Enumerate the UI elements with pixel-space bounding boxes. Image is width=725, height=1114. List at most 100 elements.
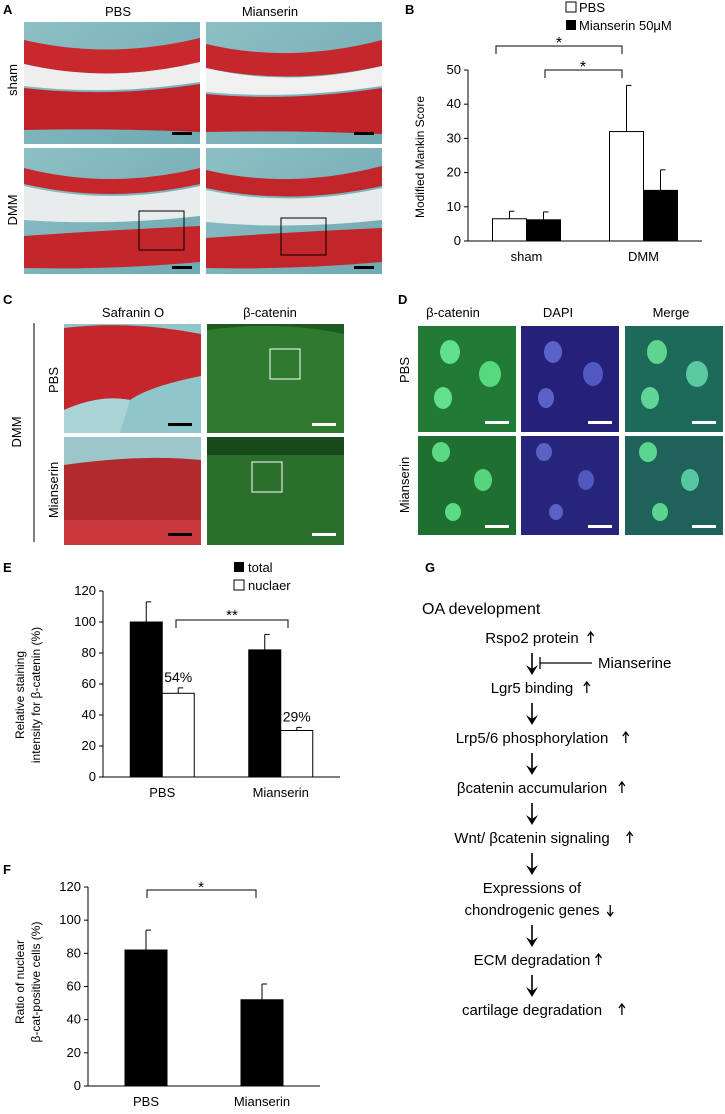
bar xyxy=(609,131,644,242)
panel-d-col-merge: Merge xyxy=(653,305,690,320)
sig-star-1: * xyxy=(556,35,562,52)
y-tick-label: 120 xyxy=(59,879,81,894)
sig-bracket-e xyxy=(175,619,289,628)
bar xyxy=(526,219,561,242)
flow-step-text: ECM degradation xyxy=(474,952,591,969)
bar xyxy=(129,621,163,778)
y-tick-label: 10 xyxy=(447,199,461,214)
y-tick-label: 0 xyxy=(74,1078,81,1093)
panel-d: D β-catenin DAPI Merge PBS Mianserin xyxy=(395,290,725,550)
panel-c: C Safranin O β-catenin DMM PBS Mianserin xyxy=(0,290,395,550)
x-tick-label: PBS xyxy=(133,1094,159,1109)
sig-bracket-1 xyxy=(495,45,623,54)
legend-label-mianserin: Mianserin 50μM xyxy=(579,18,672,33)
panel-e: E total nuclaer ** Relative staining int… xyxy=(0,558,400,813)
chart-b-ylabel: Modified Mankin Score xyxy=(413,96,427,218)
histology-image-sham-mianserin xyxy=(206,22,382,144)
flow-step-text: βcatenin accumularion xyxy=(457,780,607,797)
safranin-image-mianserin xyxy=(64,437,201,545)
flow-step-text: Expressions of xyxy=(483,880,582,897)
panel-d-row-pbs: PBS xyxy=(397,357,412,383)
flow-arrow-icon xyxy=(526,865,538,875)
panel-c-group-dmm: DMM xyxy=(9,416,24,447)
flow-arrow-icon xyxy=(526,937,538,947)
fluor-image-mianserin-dapi xyxy=(521,436,619,535)
y-tick-label: 20 xyxy=(82,738,96,753)
y-tick-label: 50 xyxy=(447,62,461,77)
bar-value-label: 54% xyxy=(164,669,192,685)
chart-f: F * Ratio of nuclear β-cat-positive cell… xyxy=(3,862,320,1109)
panel-c-row-mianserin: Mianserin xyxy=(46,462,61,518)
betacatenin-image-mianserin xyxy=(207,437,344,545)
y-tick-label: 80 xyxy=(67,945,81,960)
sig-bracket-f xyxy=(146,889,257,898)
bar xyxy=(124,949,168,1087)
bar xyxy=(240,999,284,1087)
bar-value-label: 29% xyxy=(283,708,311,724)
chart-f-ylabel-1: Ratio of nuclear xyxy=(13,940,27,1024)
y-tick-label: 0 xyxy=(454,233,461,248)
chart-b-plot: 0 10 20 30 40 50 sham DMM xyxy=(447,62,702,264)
fluor-image-mianserin-merge xyxy=(625,436,723,535)
flow-arrow-icon xyxy=(526,715,538,725)
flow-title: OA development xyxy=(422,601,541,618)
flow-step-text: Lgr5 binding xyxy=(491,680,574,697)
panel-c-col-betacatenin: β-catenin xyxy=(243,305,297,320)
up-arrow-icon xyxy=(594,952,603,965)
histology-image-dmm-pbs xyxy=(24,148,200,274)
y-tick-label: 40 xyxy=(447,96,461,111)
panel-a-figure: A PBS Mianserin sham DMM xyxy=(3,2,382,274)
chart-f-ylabel-2: β-cat-positive cells (%) xyxy=(29,922,43,1043)
sig-bracket-2 xyxy=(544,69,623,78)
fluor-image-pbs-merge xyxy=(625,326,723,432)
chart-e-ylabel-2: intensity for β-catenin (%) xyxy=(29,627,43,763)
y-tick-label: 40 xyxy=(67,1012,81,1027)
x-tick-label: DMM xyxy=(628,249,659,264)
fluor-image-pbs-dapi xyxy=(521,326,619,432)
panel-e-letter: E xyxy=(3,560,12,575)
panel-c-figure: C Safranin O β-catenin DMM PBS Mianserin xyxy=(3,292,344,545)
x-tick-label: sham xyxy=(511,249,543,264)
fluor-image-pbs-betacatenin xyxy=(418,326,516,432)
flow-arrow-icon xyxy=(526,987,538,997)
x-tick-label: Mianserin xyxy=(253,785,309,800)
up-arrow-icon xyxy=(587,630,595,643)
bar xyxy=(248,649,282,778)
y-tick-label: 0 xyxy=(89,769,96,784)
flowchart-g: G OA development Rspo2 protein Mianserine… xyxy=(422,560,671,1019)
flow-arrow-icon xyxy=(526,765,538,775)
sig-star-f: * xyxy=(198,879,204,896)
histology-image-dmm-mianserin xyxy=(206,148,382,274)
x-tick-label: Mianserin xyxy=(234,1094,290,1109)
sig-star-e: ** xyxy=(226,607,238,624)
up-arrow-icon xyxy=(618,1002,626,1015)
chart-b: B PBS Mianserin 50μM * * Modified Mankin… xyxy=(405,0,702,264)
fluor-image-mianserin-betacatenin xyxy=(418,436,516,535)
flow-step-text: Wnt/ βcatenin signaling xyxy=(454,830,609,847)
bar xyxy=(161,692,195,778)
panel-f: F * Ratio of nuclear β-cat-positive cell… xyxy=(0,860,400,1109)
panel-a-row-dmm: DMM xyxy=(5,194,20,225)
panel-a-col-pbs: PBS xyxy=(105,4,131,19)
flow-step-text: cartilage degradation xyxy=(462,1002,602,1019)
flow-inhibitor: Mianserine xyxy=(598,655,671,672)
y-tick-label: 60 xyxy=(82,676,96,691)
betacatenin-image-pbs xyxy=(207,324,344,433)
legend-swatch-total xyxy=(234,562,244,572)
panel-b: B PBS Mianserin 50μM * * Modified Mankin… xyxy=(400,0,725,285)
y-tick-label: 20 xyxy=(447,165,461,180)
panel-d-letter: D xyxy=(398,292,407,307)
y-tick-label: 30 xyxy=(447,130,461,145)
bar xyxy=(643,189,678,242)
legend-swatch-pbs xyxy=(565,1,577,13)
flow-arrow-icon xyxy=(526,815,538,825)
x-tick-label: PBS xyxy=(149,785,175,800)
panel-c-letter: C xyxy=(3,292,13,307)
chart-e-plot: 0 20 40 60 80 100 120 PBS 54% Mianserin 29% xyxy=(74,583,340,800)
y-tick-label: 60 xyxy=(67,979,81,994)
panel-d-row-mianserin: Mianserin xyxy=(397,457,412,513)
chart-f-plot: 0 20 40 60 80 100 120 PBS Mianserin xyxy=(59,879,320,1109)
legend-label-total: total xyxy=(248,560,273,575)
y-tick-label: 20 xyxy=(67,1045,81,1060)
up-arrow-icon xyxy=(583,680,591,693)
